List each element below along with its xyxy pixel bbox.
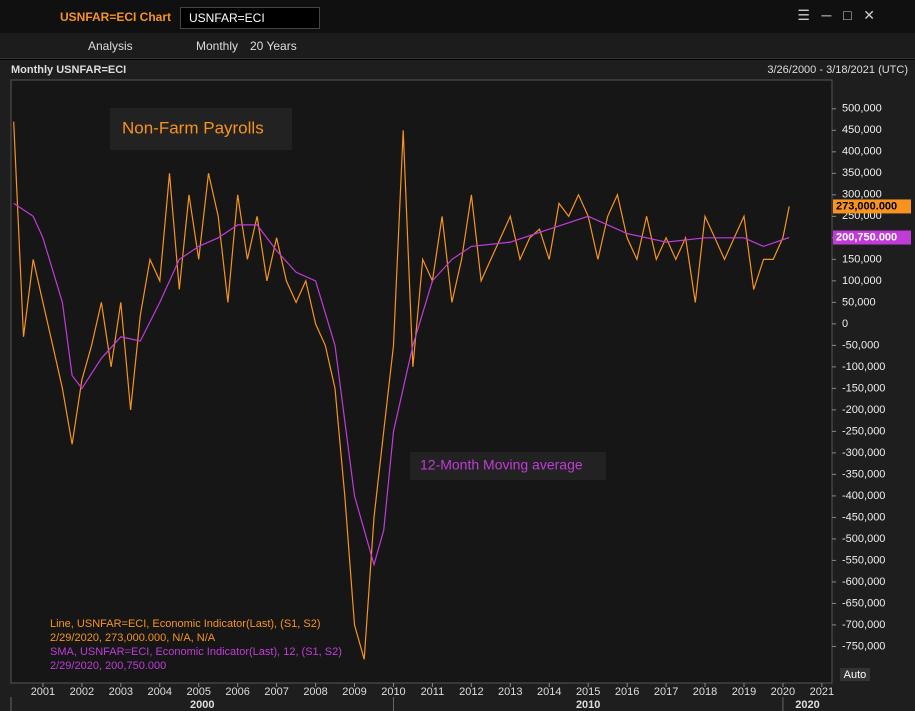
series-line <box>13 202 790 567</box>
x-tick-label: 2008 <box>303 686 327 698</box>
analysis-button[interactable]: Analysis <box>88 39 133 53</box>
x-tick-label: 2014 <box>537 686 561 698</box>
x-tick-label: 2007 <box>264 686 288 698</box>
y-tick-label: -350,000 <box>842 468 885 480</box>
annotation-box <box>410 452 606 480</box>
y-tick-label: 100,000 <box>842 275 882 287</box>
window-controls[interactable]: ☰ ─ □ ✕ <box>797 7 875 23</box>
chart-range: 3/26/2000 - 3/18/2021 (UTC) <box>767 64 908 76</box>
price-label: 200,750.000 <box>836 231 897 243</box>
price-flag <box>833 230 911 245</box>
auto-button[interactable] <box>840 668 870 681</box>
legend-text: 2/29/2020, 273,000.000, N/A, N/A <box>50 632 216 644</box>
range-button[interactable]: 20 Years <box>250 39 297 53</box>
x-tick-label: 2013 <box>498 686 522 698</box>
auto-label: Auto <box>844 669 867 681</box>
y-tick-label: -600,000 <box>842 576 885 588</box>
x-tick-label: 2016 <box>615 686 639 698</box>
search-box[interactable]: USNFAR=ECI <box>180 7 320 29</box>
x-tick-label: 2015 <box>576 686 600 698</box>
y-tick-label: 400,000 <box>842 146 882 158</box>
title-bar: USNFAR=ECI Chart USNFAR=ECI ☰ ─ □ ✕ <box>0 0 915 33</box>
y-tick-label: 50,000 <box>842 296 876 308</box>
x-tick-label: 2018 <box>693 686 717 698</box>
x-tick-label: 2002 <box>70 686 94 698</box>
y-tick-label: 300,000 <box>842 189 882 201</box>
y-tick-label: -500,000 <box>842 533 885 545</box>
y-tick-label: -400,000 <box>842 490 885 502</box>
x-tick-label: 2009 <box>342 686 366 698</box>
y-tick-label: 350,000 <box>842 167 882 179</box>
legend-text: 2/29/2020, 200,750.000 <box>50 660 166 672</box>
toolbar: Analysis Monthly 20 Years <box>0 33 915 59</box>
x-tick-label: 2003 <box>109 686 133 698</box>
x-tick-label: 2017 <box>654 686 678 698</box>
y-tick-label: -300,000 <box>842 447 885 459</box>
y-tick-label: -650,000 <box>842 597 885 609</box>
chart: Monthly USNFAR=ECI 3/26/2000 - 3/18/2021… <box>0 60 915 711</box>
y-tick-label: 500,000 <box>842 103 882 115</box>
y-tick-label: -100,000 <box>842 361 885 373</box>
x-tick-label: 2019 <box>732 686 756 698</box>
window-title: USNFAR=ECI Chart <box>60 10 172 24</box>
era-label: 2020 <box>795 699 819 711</box>
chart-header: Monthly USNFAR=ECI <box>11 64 126 76</box>
x-tick-label: 2012 <box>459 686 483 698</box>
x-tick-label: 2020 <box>771 686 795 698</box>
legend-text: Line, USNFAR=ECI, Economic Indicator(Las… <box>50 618 321 630</box>
legend-text: SMA, USNFAR=ECI, Economic Indicator(Last… <box>50 646 342 658</box>
x-tick-label: 2006 <box>225 686 249 698</box>
annotation: 12-Month Moving average <box>420 457 583 473</box>
series-line <box>13 121 790 660</box>
y-tick-label: 150,000 <box>842 253 882 265</box>
search-text: USNFAR=ECI <box>189 11 265 25</box>
y-tick-label: -750,000 <box>842 640 885 652</box>
price-flag <box>833 199 911 214</box>
plot-area <box>10 79 833 684</box>
era-label: 2010 <box>576 699 600 711</box>
y-tick-label: -450,000 <box>842 511 885 523</box>
y-tick-label: -50,000 <box>842 339 879 351</box>
y-tick-label: 450,000 <box>842 124 882 136</box>
y-tick-label: -250,000 <box>842 425 885 437</box>
y-tick-label: -550,000 <box>842 554 885 566</box>
interval-button[interactable]: Monthly <box>196 39 239 53</box>
y-tick-label: -200,000 <box>842 404 885 416</box>
title-box <box>110 108 292 150</box>
x-tick-label: 2004 <box>148 686 172 698</box>
price-label: 273,000.000 <box>836 200 897 212</box>
x-tick-label: 2021 <box>810 686 834 698</box>
chart-title: Non-Farm Payrolls <box>122 118 264 137</box>
x-tick-label: 2011 <box>421 686 445 698</box>
x-tick-label: 2010 <box>381 686 405 698</box>
x-tick-label: 2001 <box>31 686 55 698</box>
y-tick-label: -150,000 <box>842 382 885 394</box>
y-tick-label: 0 <box>842 318 848 330</box>
x-tick-label: 2005 <box>186 686 210 698</box>
era-label: 2000 <box>190 699 214 711</box>
y-tick-label: -700,000 <box>842 619 885 631</box>
